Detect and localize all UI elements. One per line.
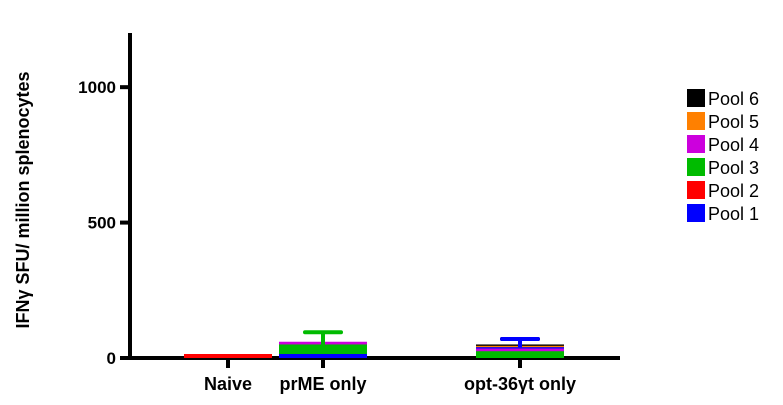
x-category-label: prME only bbox=[279, 374, 366, 394]
legend-entry: Pool 3 bbox=[708, 158, 759, 178]
legend-swatch bbox=[687, 158, 705, 176]
y-axis-label: IFNγ SFU/ million splenocytes bbox=[13, 71, 33, 328]
legend-entry: Pool 5 bbox=[708, 112, 759, 132]
legend-swatch bbox=[687, 112, 705, 130]
y-tick-label: 1000 bbox=[78, 78, 116, 97]
y-tick-label: 500 bbox=[88, 214, 116, 233]
bar bbox=[476, 351, 564, 358]
legend-entry: Pool 2 bbox=[708, 181, 759, 201]
bars bbox=[184, 330, 564, 358]
legend-swatch bbox=[687, 135, 705, 153]
legend-swatch bbox=[687, 181, 705, 199]
x-category-label: Naive bbox=[204, 374, 252, 394]
y-tick-label: 0 bbox=[107, 349, 116, 368]
y-axis: 0 500 1000 bbox=[78, 33, 132, 368]
x-category-label: opt-36γt only bbox=[464, 374, 576, 394]
legend-entry: Pool 1 bbox=[708, 204, 759, 224]
legend-swatch bbox=[687, 89, 705, 107]
legend-entry: Pool 4 bbox=[708, 135, 759, 155]
legend: Pool 6 Pool 5 Pool 4 Pool 3 Pool 2 Pool 1 bbox=[687, 89, 759, 224]
legend-swatch bbox=[687, 204, 705, 222]
legend-entry: Pool 6 bbox=[708, 89, 759, 109]
x-axis: Naive prME only opt-36γt only bbox=[128, 356, 620, 394]
bar bbox=[184, 354, 272, 358]
bar bbox=[279, 354, 367, 358]
